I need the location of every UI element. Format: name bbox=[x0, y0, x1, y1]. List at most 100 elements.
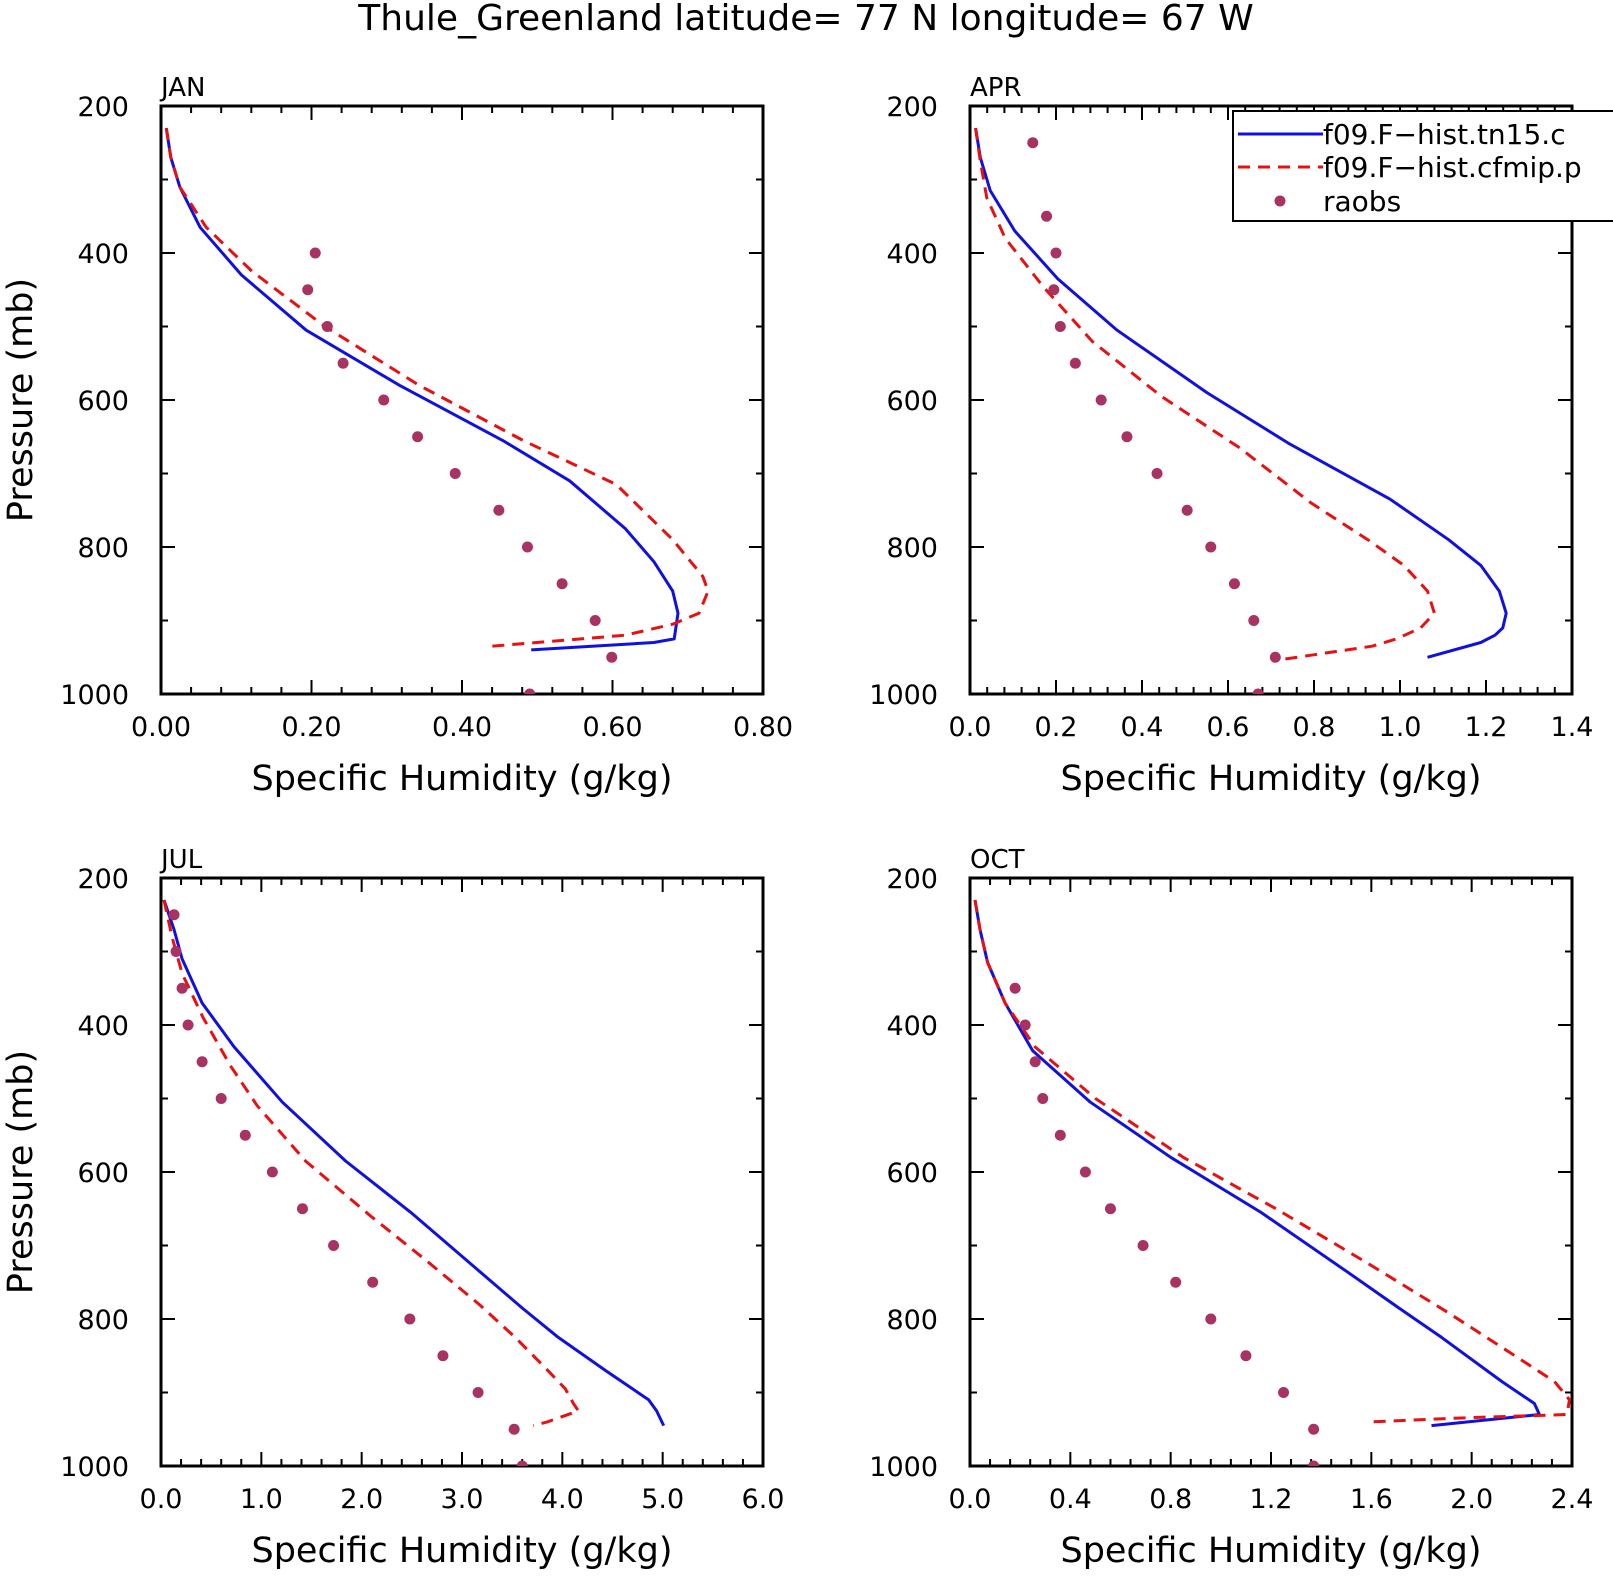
y-tick-label: 800 bbox=[77, 1305, 129, 1336]
x-axis-label: Specific Humidity (g/kg) bbox=[1061, 1531, 1482, 1571]
y-tick-label: 1000 bbox=[869, 1452, 938, 1483]
legend-box bbox=[1232, 110, 1613, 222]
raobs-point bbox=[337, 357, 349, 369]
raobs-point bbox=[1205, 1313, 1217, 1325]
raobs-point bbox=[239, 1129, 251, 1141]
raobs-point bbox=[1079, 1166, 1091, 1178]
figure-title: Thule_Greenland latitude= 77 N longitude… bbox=[357, 0, 1253, 39]
raobs-point bbox=[521, 541, 533, 553]
series-group bbox=[162, 899, 666, 1466]
legend-marker-raobs bbox=[1274, 195, 1286, 207]
legend: f09.F−hist.tn15.c f09.F−hist.cfmip.p rao… bbox=[1232, 110, 1613, 222]
raobs-point bbox=[1205, 541, 1217, 553]
y-tick-label: 600 bbox=[77, 386, 129, 417]
x-tick-label: 0.0 bbox=[140, 1484, 183, 1515]
raobs-point bbox=[321, 321, 333, 332]
x-tick-label: 0.40 bbox=[432, 712, 492, 743]
x-tick-label: 0.4 bbox=[1121, 712, 1164, 743]
x-tick-label: 0.8 bbox=[1149, 1484, 1192, 1515]
raobs-point bbox=[309, 247, 321, 259]
raobs-point bbox=[1137, 1240, 1149, 1251]
raobs-point bbox=[176, 982, 188, 994]
series-line-model1 bbox=[162, 899, 666, 1427]
x-tick-label: 0.0 bbox=[949, 1484, 992, 1515]
raobs-point bbox=[1019, 1019, 1031, 1031]
y-tick-label: 600 bbox=[77, 1158, 129, 1189]
y-tick-label: 1000 bbox=[60, 680, 129, 711]
series-line-model2 bbox=[162, 899, 580, 1428]
raobs-point bbox=[367, 1276, 379, 1288]
raobs-point bbox=[215, 1093, 227, 1104]
raobs-point bbox=[1240, 1350, 1252, 1362]
x-axis-label: Specific Humidity (g/kg) bbox=[252, 1531, 673, 1571]
series-group bbox=[973, 899, 1571, 1466]
legend-label-raobs: raobs bbox=[1323, 185, 1401, 218]
series-line-model2 bbox=[974, 127, 1436, 663]
raobs-point bbox=[1308, 1423, 1320, 1435]
y-tick-label: 200 bbox=[77, 92, 129, 123]
raobs-point bbox=[1095, 394, 1107, 406]
legend-label-model1: f09.F−hist.tn15.c bbox=[1323, 118, 1566, 151]
raobs-point bbox=[378, 394, 390, 406]
raobs-point bbox=[493, 504, 505, 516]
raobs-point bbox=[1009, 982, 1021, 994]
x-tick-label: 1.0 bbox=[240, 1484, 283, 1515]
raobs-point bbox=[196, 1056, 208, 1068]
raobs-point bbox=[1228, 578, 1240, 590]
x-tick-label: 1.0 bbox=[1379, 712, 1422, 743]
raobs-point bbox=[1037, 1093, 1049, 1104]
raobs-point bbox=[556, 578, 568, 590]
raobs-point bbox=[1029, 1056, 1041, 1068]
raobs-point bbox=[589, 615, 601, 626]
x-tick-label: 6.0 bbox=[742, 1484, 785, 1515]
raobs-point bbox=[1027, 137, 1039, 149]
y-tick-label: 600 bbox=[886, 1158, 938, 1189]
x-tick-label: 2.0 bbox=[1450, 1484, 1493, 1515]
raobs-point bbox=[524, 688, 536, 694]
series-line-model1 bbox=[164, 127, 680, 652]
panel-oct: 0.0 0.4 0.8 1.2 1.6 2.0 2.4 200 400 600 800 1000 OCT… bbox=[869, 845, 1593, 1571]
raobs-point bbox=[1151, 468, 1163, 479]
raobs-point bbox=[296, 1203, 308, 1215]
x-tick-label: 0.60 bbox=[582, 712, 642, 743]
raobs-point bbox=[1181, 504, 1193, 516]
plot-frame bbox=[159, 876, 765, 1468]
y-tick-label: 800 bbox=[886, 533, 938, 564]
raobs-point bbox=[1048, 284, 1060, 296]
raobs-point bbox=[1054, 321, 1066, 332]
raobs-point bbox=[266, 1166, 278, 1178]
x-tick-label: 0.20 bbox=[281, 712, 341, 743]
y-tick-label: 1000 bbox=[60, 1452, 129, 1483]
x-axis-label: Specific Humidity (g/kg) bbox=[252, 759, 673, 799]
panels: 0.00 0.20 0.40 0.60 0.80 200 400 600 800 1000 JAN S… bbox=[1, 73, 1593, 1571]
raobs-point bbox=[516, 1460, 528, 1466]
y-tick-label: 200 bbox=[886, 92, 938, 123]
x-tick-label: 0.0 bbox=[949, 712, 992, 743]
panel-apr: 0.0 0.2 0.4 0.6 0.8 1.0 1.2 1.4 200 400 600 800 1000… bbox=[869, 73, 1593, 799]
x-tick-label: 0.00 bbox=[131, 712, 191, 743]
x-tick-label: 1.2 bbox=[1465, 712, 1508, 743]
series-group bbox=[974, 127, 1508, 694]
raobs-point bbox=[1104, 1203, 1116, 1215]
x-tick-label: 2.0 bbox=[340, 1484, 383, 1515]
y-tick-label: 400 bbox=[77, 1011, 129, 1042]
raobs-point bbox=[1050, 247, 1062, 259]
panel-jul: 0.0 1.0 2.0 3.0 4.0 5.0 6.0 200 400 600 800 1000 JUL… bbox=[1, 845, 784, 1571]
series-line-model2 bbox=[973, 899, 1571, 1424]
raobs-point bbox=[1248, 615, 1260, 626]
x-tick-label: 3.0 bbox=[441, 1484, 484, 1515]
y-tick-label: 800 bbox=[77, 533, 129, 564]
panel-label: APR bbox=[970, 73, 1022, 103]
y-axis-label: Pressure (mb) bbox=[1, 1050, 41, 1294]
series-line-model1 bbox=[973, 899, 1541, 1428]
raobs-point bbox=[1069, 357, 1081, 369]
x-tick-label: 4.0 bbox=[541, 1484, 584, 1515]
y-tick-label: 200 bbox=[77, 864, 129, 895]
x-tick-label: 1.4 bbox=[1551, 712, 1594, 743]
series-line-model2 bbox=[164, 127, 710, 648]
plot-frame bbox=[968, 876, 1574, 1468]
y-tick-label: 600 bbox=[886, 386, 938, 417]
raobs-point bbox=[472, 1387, 484, 1398]
x-tick-label: 0.8 bbox=[1293, 712, 1336, 743]
series-group bbox=[164, 127, 710, 694]
